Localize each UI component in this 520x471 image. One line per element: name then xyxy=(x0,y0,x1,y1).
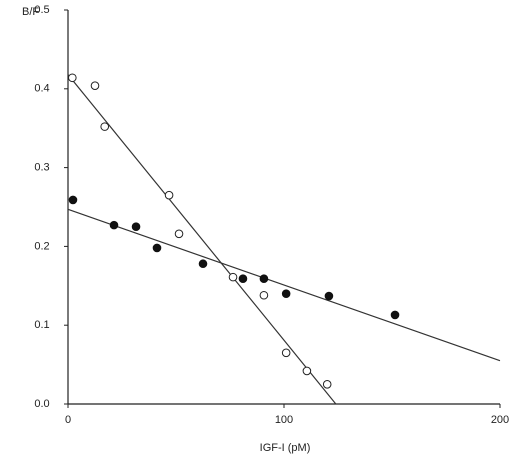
open-point xyxy=(259,290,269,300)
open-point xyxy=(68,73,77,83)
x-tick-label: 0 xyxy=(65,414,71,426)
fit-line xyxy=(67,208,501,362)
filled-point xyxy=(198,259,208,269)
y-tick-label: 0.2 xyxy=(34,240,49,252)
y-tick-label: 0.5 xyxy=(34,4,49,16)
y-tick-label: 0.3 xyxy=(34,162,49,174)
open-point xyxy=(322,380,332,389)
open-point xyxy=(174,229,184,239)
x-tick-label: 200 xyxy=(491,414,509,426)
y-axis-label: B/F xyxy=(22,6,39,18)
open-point xyxy=(100,122,110,131)
filled-point xyxy=(131,222,141,231)
filled-point xyxy=(68,195,78,205)
filled-point xyxy=(238,274,248,284)
fit-line xyxy=(67,74,337,405)
filled-point xyxy=(281,289,291,298)
x-tick-label: 100 xyxy=(275,414,293,426)
y-tick-label: 0.0 xyxy=(34,398,49,410)
filled-point xyxy=(390,310,400,320)
open-point xyxy=(228,272,238,282)
open-point xyxy=(281,348,291,358)
y-tick-label: 0.1 xyxy=(34,319,49,331)
open-point xyxy=(90,81,100,90)
open-point xyxy=(302,366,312,376)
filled-point xyxy=(259,274,269,284)
filled-point xyxy=(152,243,162,253)
y-tick-label: 0.4 xyxy=(34,83,49,95)
filled-point xyxy=(324,291,334,301)
x-axis-label: IGF-I (pM) xyxy=(260,442,311,454)
filled-point xyxy=(109,220,119,230)
open-point xyxy=(164,190,174,200)
